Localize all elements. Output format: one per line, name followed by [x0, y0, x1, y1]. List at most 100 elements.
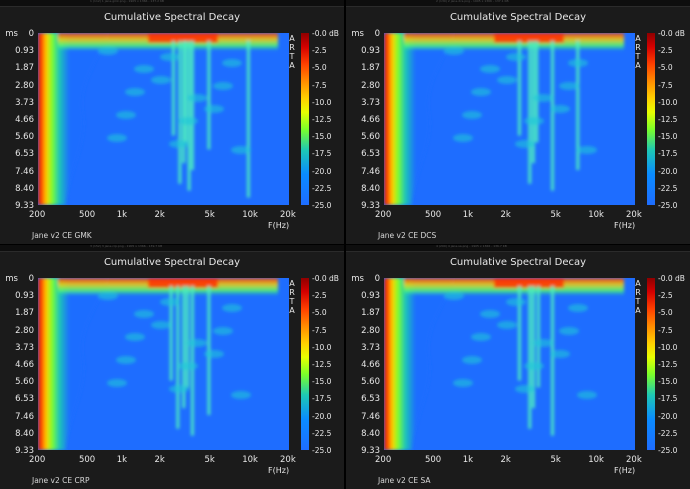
colorbar-tick-label: -12.5	[658, 115, 678, 124]
decay-ripple	[471, 88, 491, 96]
decay-ripple	[453, 134, 473, 142]
y-tick-label: 4.66	[15, 360, 34, 370]
window-titlebar[interactable]: 2 (130) 2 jane-dcs.png - 1905 x 1366 - 1…	[346, 0, 690, 7]
y-tick-label: 5.60	[361, 132, 380, 143]
colorbar-tick-label: -12.5	[312, 115, 332, 124]
x-tick-label: 20k	[280, 210, 296, 220]
y-tick-label: 6.53	[15, 394, 34, 405]
y-tick-label: 1.87	[15, 63, 34, 74]
y-tick-label: 8.40	[15, 183, 34, 194]
decay-ripple	[116, 111, 136, 119]
chart-title: Cumulative Spectral Decay	[103, 12, 241, 23]
resonance-ridge	[171, 41, 175, 136]
decay-ripple	[134, 65, 154, 73]
heatmap-svg	[38, 278, 289, 450]
decay-ripple	[169, 140, 189, 148]
colorbar-tick-label: -17.5	[312, 394, 332, 404]
x-tick-label: 5k	[550, 210, 561, 220]
x-tick-label: 500	[78, 455, 96, 465]
decay-ripple	[568, 304, 588, 312]
heatmap-plot	[38, 278, 289, 450]
colorbar-tick-label: -2.5	[658, 291, 673, 301]
x-tick-label: 1k	[462, 210, 474, 220]
colorbar-tick-label: -25.0	[312, 201, 332, 210]
heatmap-plot	[38, 33, 289, 205]
chart-panel: 3 (152) 3 jane-crp.png - 1905 x 1366 - 1…	[0, 245, 344, 489]
colorbar-tick-label: -15.0	[312, 377, 332, 387]
colorbar-tick-label: -20.0	[658, 166, 678, 176]
decay-ripple	[462, 111, 482, 119]
resonance-ridge	[182, 286, 186, 409]
colorbar-tick-label: -17.5	[658, 149, 678, 159]
decay-ripple	[160, 298, 180, 306]
x-tick-label: 500	[424, 455, 442, 465]
resonance-ridge	[190, 286, 194, 436]
colorbar-tick-label: -10.0	[312, 97, 332, 107]
decay-ripple	[231, 146, 251, 154]
y-tick-label: 7.46	[15, 411, 34, 422]
colorbar	[647, 33, 655, 205]
decay-ripple	[151, 321, 171, 329]
decay-ripple	[222, 59, 242, 67]
x-tick-label: 5k	[204, 455, 215, 465]
y-tick-label: 4.66	[361, 360, 380, 370]
decay-ripple	[178, 117, 198, 125]
x-tick-label: 1k	[116, 455, 128, 465]
chart-title: Cumulative Spectral Decay	[449, 257, 587, 268]
decay-ripple	[550, 350, 570, 358]
y-tick-label: 8.40	[361, 428, 380, 439]
chart-caption: Jane v2 CE CRP	[32, 476, 90, 485]
colorbar-tick-label: -15.0	[312, 132, 332, 142]
y-tick-label: 9.33	[15, 446, 34, 456]
colorbar-tick-label: -15.0	[658, 377, 678, 387]
x-tick-label: 10k	[242, 455, 258, 465]
y-tick-label: 3.73	[361, 97, 380, 108]
x-tick-label: 5k	[550, 455, 561, 465]
initial-peak-region	[148, 278, 218, 288]
window-titlebar[interactable]: 4 (200) 4 jane-sa.png - 1905 x 1366 - 13…	[346, 245, 690, 252]
window-title: 2 (130) 2 jane-dcs.png - 1905 x 1366 - 1…	[436, 0, 509, 3]
y-tick-label: 2.80	[15, 80, 34, 91]
x-tick-label: 200	[375, 210, 392, 220]
decay-ripple	[222, 304, 242, 312]
decay-layer	[38, 33, 278, 205]
heatmap-plot	[384, 278, 635, 450]
window-title: 1 (112) 1 jane-gmk.png - 1905 x 1366 - 1…	[90, 0, 164, 3]
colorbar-tick-label: -5.0	[658, 308, 673, 318]
x-tick-label: 5k	[204, 210, 215, 220]
decay-ripple	[471, 333, 491, 341]
colorbar	[647, 278, 655, 450]
decay-layer	[38, 278, 278, 450]
window-titlebar[interactable]: 1 (112) 1 jane-gmk.png - 1905 x 1366 - 1…	[0, 0, 344, 7]
colorbar-tick-label: -7.5	[312, 325, 327, 335]
x-tick-label: 1k	[116, 210, 128, 220]
window-titlebar[interactable]: 3 (152) 3 jane-crp.png - 1905 x 1366 - 1…	[0, 245, 344, 252]
colorbar-tick-label: -25.0	[658, 201, 678, 210]
colorbar-tick-label: -2.5	[312, 46, 327, 56]
y-tick-label: 9.33	[361, 446, 380, 456]
y-tick-label: 2.80	[15, 325, 34, 336]
decay-ripple	[444, 47, 464, 55]
resonance-ridge	[531, 286, 535, 409]
resonance-ridge	[182, 41, 186, 164]
decay-ripple	[178, 362, 198, 370]
x-axis-label: F(Hz)	[268, 466, 290, 475]
colorbar-tick-label: -22.5	[312, 428, 332, 438]
resonance-ridge	[207, 286, 211, 415]
resonance-ridge	[187, 41, 191, 191]
chart-caption: Jane v2 CE DCS	[378, 231, 437, 240]
initial-peak-region	[148, 33, 218, 43]
y-axis-label: ms	[351, 274, 364, 284]
x-axis-label: F(Hz)	[268, 221, 290, 230]
y-tick-label: 1.87	[361, 308, 380, 319]
y-tick-label: 3.73	[361, 342, 380, 353]
x-tick-label: 2k	[500, 455, 511, 465]
decay-ripple	[480, 65, 500, 73]
y-tick-label: 7.46	[361, 166, 380, 177]
heatmap-svg	[384, 278, 635, 450]
resonance-ridge	[176, 286, 180, 429]
x-tick-label: 10k	[242, 210, 258, 220]
decay-ripple	[107, 379, 127, 387]
y-tick-label: 9.33	[361, 201, 380, 211]
